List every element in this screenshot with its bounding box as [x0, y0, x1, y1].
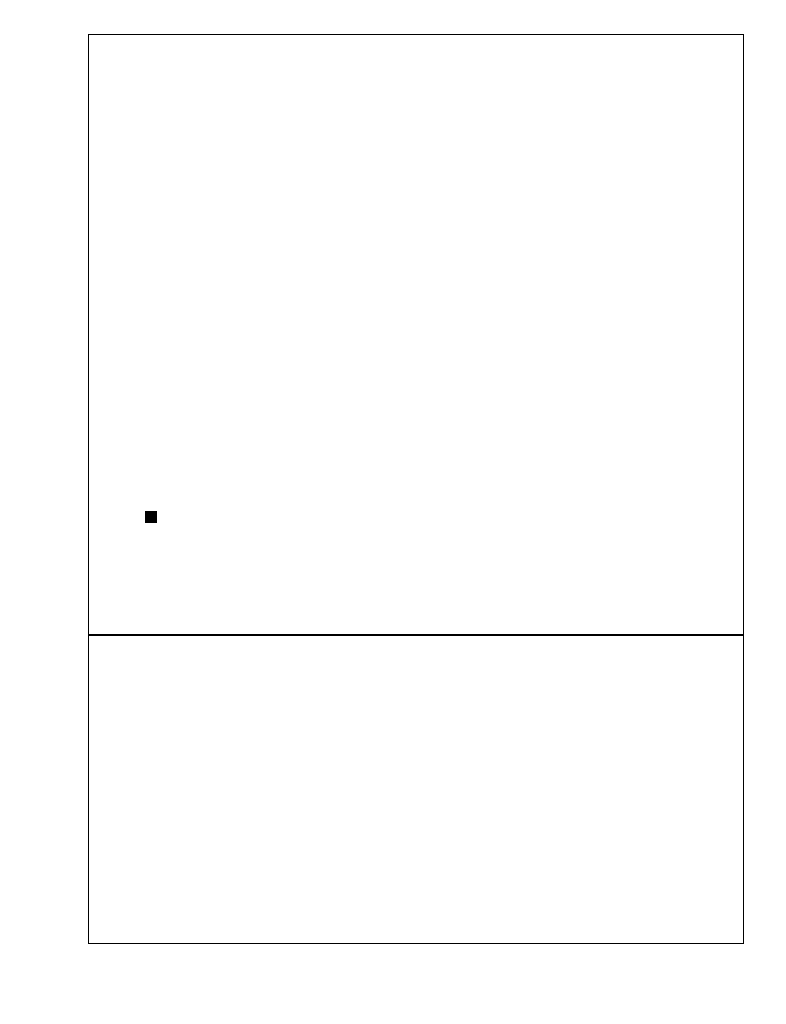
- title-analysis: [414, 61, 419, 80]
- main-plot-area: [89, 35, 743, 634]
- plot-title: [89, 59, 743, 83]
- legend: [145, 511, 183, 523]
- legend-marker-icon: [145, 511, 157, 523]
- ratio-plot-area: [89, 636, 743, 943]
- main-plot-panel: [88, 34, 744, 635]
- title-subscript: [413, 68, 414, 83]
- ratio-plot-panel: [88, 635, 744, 944]
